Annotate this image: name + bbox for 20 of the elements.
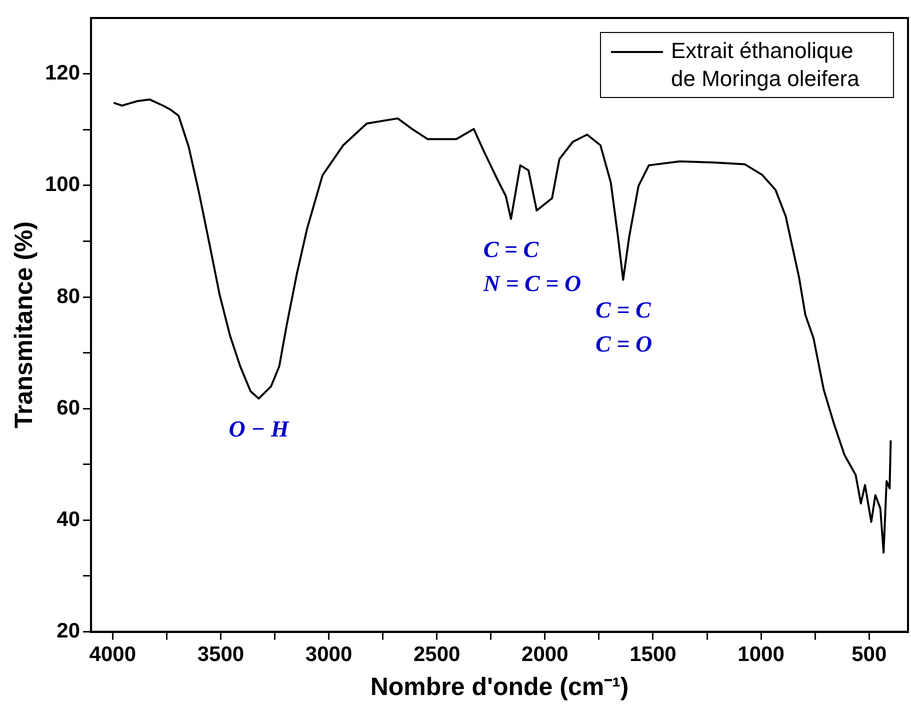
x-tick-label: 4000 — [89, 643, 136, 666]
x-axis-title: Nombre d'onde (cm⁻¹) — [370, 672, 629, 701]
annotation: C = C N = C = O — [482, 236, 582, 296]
y-tick-label: 120 — [44, 62, 80, 85]
x-tick-label: 500 — [852, 643, 887, 666]
x-tick-label: 3000 — [305, 643, 352, 666]
y-tick-label: 100 — [44, 173, 80, 196]
y-axis-title: Transmitance (%) — [10, 221, 38, 428]
y-tick-label: 20 — [56, 620, 80, 643]
x-tick-label: 2000 — [522, 643, 568, 666]
legend-label: Extrait éthanolique de Moringa oleifera — [671, 37, 860, 93]
annotation: C = C C = O — [596, 298, 652, 357]
x-tick-label: 3500 — [197, 643, 244, 666]
y-tick-label: 80 — [56, 284, 80, 308]
x-tick-label: 2500 — [413, 643, 460, 666]
y-tick-label: 60 — [56, 396, 80, 420]
x-tick-label: 1500 — [630, 643, 676, 666]
y-tick-label: 40 — [56, 508, 80, 531]
annotation: O − H — [228, 416, 290, 442]
x-tick-label: 1000 — [738, 643, 784, 666]
